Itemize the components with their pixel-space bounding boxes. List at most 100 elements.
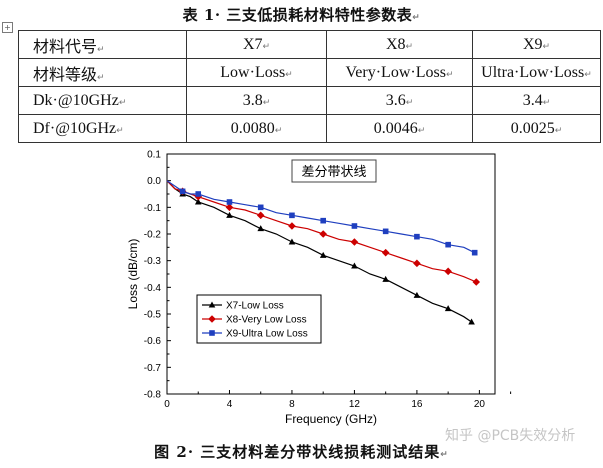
- table-cell: 3.4↵: [472, 86, 601, 115]
- table-cell: 0.0025↵: [472, 114, 601, 143]
- y-tick-label: -0.7: [144, 363, 162, 374]
- data-point: [471, 249, 478, 256]
- cell-value: Ultra·Low·Loss: [481, 63, 585, 81]
- data-point: [319, 230, 327, 238]
- row-label: Dk·@10GHz: [33, 91, 119, 109]
- data-point: [208, 315, 216, 323]
- y-tick-label: -0.1: [144, 203, 162, 214]
- data-point: [226, 211, 233, 218]
- legend-label: X9-Ultra Low Loss: [226, 329, 308, 340]
- table-cell: 0.0080↵: [186, 114, 327, 143]
- table-cell: Low·Loss↵: [186, 58, 327, 87]
- table-caption: 表 1· 三支低损耗材料特性参数表↵: [0, 4, 603, 25]
- paragraph-mark: ↵: [118, 97, 127, 108]
- data-point: [468, 318, 475, 325]
- data-point: [382, 228, 389, 235]
- data-point: [413, 291, 421, 298]
- loss-chart: 0.1 0.0 -0.1 -0.2 -0.3 -0.4 -0.5 -0.6 -0.7 -0.8 0 4…: [0, 142, 603, 438]
- paragraph-mark: ↵: [262, 41, 271, 52]
- cell-value: 3.6: [385, 91, 406, 109]
- data-point: [288, 238, 296, 245]
- paragraph-mark: ↵: [97, 72, 105, 83]
- row-label: Df·@10GHz: [33, 119, 117, 137]
- table-cell: Very·Low·Loss↵: [326, 58, 473, 87]
- row-label-cell: 材料等级↵: [18, 58, 187, 87]
- paragraph-mark: ↵: [542, 41, 551, 52]
- figure-caption: 图 2· 三支材料差分带状线损耗测试结果↵: [0, 441, 603, 462]
- paragraph-mark: ↵: [445, 69, 454, 80]
- row-label-cell: Df·@10GHz↵: [18, 114, 187, 143]
- data-point: [472, 278, 481, 286]
- paragraph-mark: ↵: [405, 41, 414, 52]
- paragraph-mark: ↵: [542, 97, 551, 108]
- x-tick-label: 12: [349, 399, 361, 410]
- watermark: 知乎 @PCB失效分析: [445, 428, 576, 444]
- table-row: 材料等级↵ Low·Loss↵ Very·Low·Loss↵ Ultra·Low·Lo…: [18, 58, 601, 87]
- table-move-handle-icon[interactable]: +: [2, 22, 13, 33]
- paragraph-mark: ↵: [554, 125, 563, 136]
- data-point: [226, 199, 233, 205]
- y-tick-label: -0.5: [144, 310, 162, 321]
- data-point: [194, 198, 202, 205]
- data-point: [288, 222, 296, 230]
- plot-frame: [166, 153, 496, 395]
- cell-value: 0.0080: [230, 119, 275, 137]
- table-row: 材料代号↵ X7↵ X8↵ X9↵: [18, 30, 601, 59]
- table-cell: 3.8↵: [186, 86, 327, 115]
- materials-table-body: 材料代号↵ X7↵ X8↵ X9↵ 材料等级↵ Low·Loss↵ Very·Low·Los…: [18, 30, 601, 143]
- data-point: [351, 223, 358, 229]
- figure-caption-text: 图 2· 三支材料差分带状线损耗测试结果: [154, 443, 441, 461]
- table-caption-text: 表 1· 三支低损耗材料特性参数表: [182, 6, 413, 24]
- x-tick-label: 20: [474, 399, 486, 410]
- cell-value: 3.8: [242, 91, 263, 109]
- x-tick-label: 8: [289, 399, 295, 410]
- cell-value: X9: [522, 35, 543, 53]
- cell-value: Very·Low·Loss: [345, 63, 446, 81]
- data-point: [319, 251, 327, 258]
- table-cell: Ultra·Low·Loss↵: [472, 58, 601, 87]
- data-point: [257, 204, 264, 211]
- paragraph-mark: ↵: [285, 69, 293, 80]
- y-tick-label: 0.1: [147, 150, 161, 161]
- data-point: [414, 233, 420, 240]
- cell-value: Low·Loss: [220, 63, 286, 81]
- data-point: [179, 188, 186, 195]
- data-point: [195, 191, 202, 197]
- table-cell: X9↵: [472, 30, 601, 59]
- data-point: [382, 275, 389, 282]
- paragraph-mark: ↵: [440, 450, 449, 460]
- table-cell: 0.0046↵: [326, 114, 473, 143]
- data-point: [209, 330, 215, 336]
- data-point: [351, 262, 358, 269]
- paragraph-mark: ↵: [274, 125, 283, 136]
- paragraph-mark: ↵: [584, 69, 592, 80]
- legend-label: X8-Very Low Loss: [226, 315, 307, 326]
- y-tick-label: -0.6: [144, 336, 162, 347]
- cell-value: X8: [385, 35, 406, 53]
- data-point: [350, 238, 359, 246]
- data-point: [444, 267, 452, 276]
- data-point: [444, 305, 452, 312]
- x-tick-label: 4: [227, 399, 233, 410]
- loss-chart-svg: 0.1 0.0 -0.1 -0.2 -0.3 -0.4 -0.5 -0.6 -0.7 -0.80 4…: [126, 150, 512, 426]
- table-cell: X7↵: [186, 30, 327, 59]
- table-row: Dk·@10GHz↵ 3.8↵ 3.6↵ 3.4↵: [18, 86, 601, 115]
- paragraph-mark: ↵: [417, 125, 426, 136]
- row-label: 材料代号: [33, 38, 98, 56]
- table-cell: 3.6↵: [326, 86, 473, 115]
- y-tick-label: 0.0: [147, 176, 161, 187]
- table-cell: X8↵: [326, 30, 473, 59]
- row-label-cell: 材料代号↵: [18, 30, 187, 59]
- data-point: [257, 225, 265, 232]
- table-row: Df·@10GHz↵ 0.0080↵ 0.0046↵ 0.0025↵: [18, 114, 601, 143]
- data-point: [445, 241, 451, 248]
- cell-value: 0.0025: [510, 119, 555, 137]
- annotation-box: [291, 159, 377, 183]
- cell-value: X7: [242, 35, 263, 53]
- row-label: 材料等级: [33, 66, 98, 84]
- annotation-label: 差分带状线: [301, 165, 366, 180]
- legend-label: X7-Low Loss: [226, 301, 284, 312]
- x-tick-label: 16: [411, 399, 423, 410]
- data-point: [289, 212, 295, 219]
- y-tick-label: -0.2: [144, 230, 162, 241]
